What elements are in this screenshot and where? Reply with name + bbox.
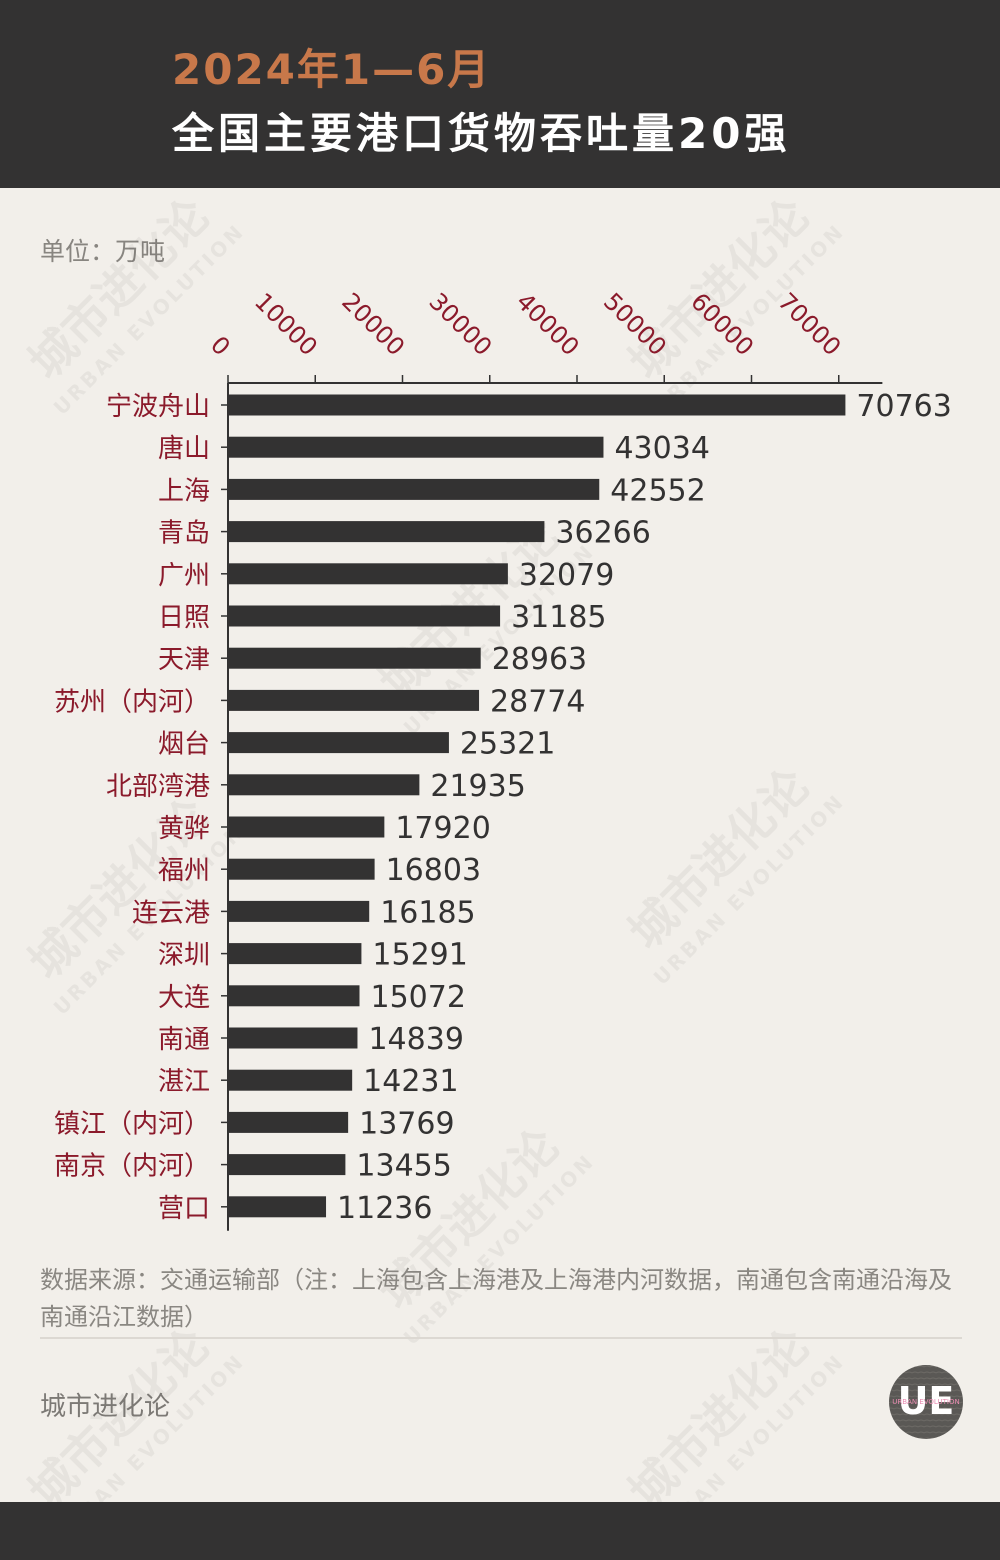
value-label: 14839: [368, 1022, 463, 1057]
logo-subtext: URBAN EVOLUTION: [892, 1398, 959, 1406]
bar: [228, 394, 846, 416]
category-label: 广州: [158, 561, 210, 591]
x-tick-label: 10000: [249, 287, 323, 361]
value-label: 14231: [363, 1064, 458, 1099]
category-label: 福州: [158, 856, 210, 886]
value-label: 16803: [386, 853, 481, 888]
category-label: 上海: [158, 476, 210, 506]
title-period: 2024年1—6月: [172, 45, 492, 94]
category-label: 苏州（内河）: [54, 687, 210, 717]
category-label: 大连: [158, 983, 210, 1013]
header-banner: 2024年1—6月 全国主要港口货物吞吐量20强: [0, 0, 1000, 188]
bar: [228, 563, 508, 585]
bar: [228, 858, 375, 880]
bar: [228, 647, 481, 669]
value-label: 70763: [856, 389, 951, 424]
value-label: 11236: [337, 1191, 432, 1226]
source-note: 数据来源：交通运输部（注：上海包含上海港及上海港内河数据，南通包含南通沿海及南通…: [40, 1266, 952, 1331]
category-label: 日照: [158, 603, 210, 633]
logo-circle: [889, 1365, 963, 1439]
x-tick-label: 0: [205, 331, 236, 362]
value-label: 15291: [372, 938, 467, 973]
logo-letters: UE: [898, 1379, 955, 1423]
category-label: 青岛: [158, 519, 210, 549]
value-label: 13769: [359, 1106, 454, 1141]
bars: 宁波舟山 70763 唐山 43034 上海 42552 青岛 36266 广州 32079 日照 3…: [54, 389, 952, 1226]
unit-label: 单位：万吨: [40, 237, 166, 266]
x-tick-label: 70000: [773, 287, 847, 361]
x-tick-label: 20000: [336, 287, 410, 361]
value-label: 32079: [519, 558, 614, 593]
value-label: 21935: [430, 769, 525, 804]
value-label: 13455: [356, 1149, 451, 1184]
bar: [228, 1196, 327, 1218]
bar: [228, 521, 545, 543]
category-label: 湛江: [158, 1067, 210, 1097]
bar: [228, 605, 501, 627]
value-label: 16185: [380, 895, 475, 930]
category-label: 南通: [158, 1025, 210, 1055]
value-label: 25321: [460, 727, 555, 762]
value-label: 42552: [610, 473, 705, 508]
bar: [228, 985, 360, 1007]
bar: [228, 732, 449, 754]
page-title: 全国主要港口货物吞吐量20强: [172, 109, 791, 158]
x-tick-label: 30000: [424, 287, 498, 361]
value-label: 43034: [614, 431, 709, 466]
bar: [228, 478, 600, 500]
value-label: 17920: [395, 811, 490, 846]
category-label: 烟台: [158, 730, 210, 760]
bar: [228, 943, 362, 965]
category-label: 宁波舟山: [106, 392, 210, 422]
bar: [228, 436, 604, 458]
bar: [228, 1069, 353, 1091]
brand-name: 城市进化论: [40, 1392, 171, 1422]
category-label: 南京（内河）: [54, 1152, 210, 1182]
value-label: 31185: [511, 600, 606, 635]
bar: [228, 689, 480, 711]
value-label: 28774: [490, 684, 585, 719]
category-label: 北部湾港: [106, 772, 210, 802]
category-label: 天津: [158, 645, 210, 675]
footer-bar: [0, 1502, 1000, 1560]
bar: [228, 1111, 349, 1133]
bar: [228, 816, 385, 838]
value-label: 15072: [371, 980, 466, 1015]
brand-logo: UE URBAN EVOLUTION: [889, 1365, 963, 1439]
bar: [228, 1154, 346, 1176]
category-label: 唐山: [158, 434, 210, 464]
category-label: 镇江（内河）: [54, 1109, 210, 1139]
bar: [228, 900, 370, 922]
category-label: 连云港: [132, 898, 210, 928]
category-label: 黄骅: [158, 814, 210, 844]
x-tick-label: 40000: [511, 287, 585, 361]
divider: [40, 1337, 962, 1339]
bar: [228, 774, 420, 796]
value-label: 28963: [492, 642, 587, 677]
category-label: 营口: [158, 1194, 210, 1224]
category-label: 深圳: [158, 941, 210, 971]
value-label: 36266: [555, 516, 650, 551]
bar: [228, 1027, 358, 1049]
